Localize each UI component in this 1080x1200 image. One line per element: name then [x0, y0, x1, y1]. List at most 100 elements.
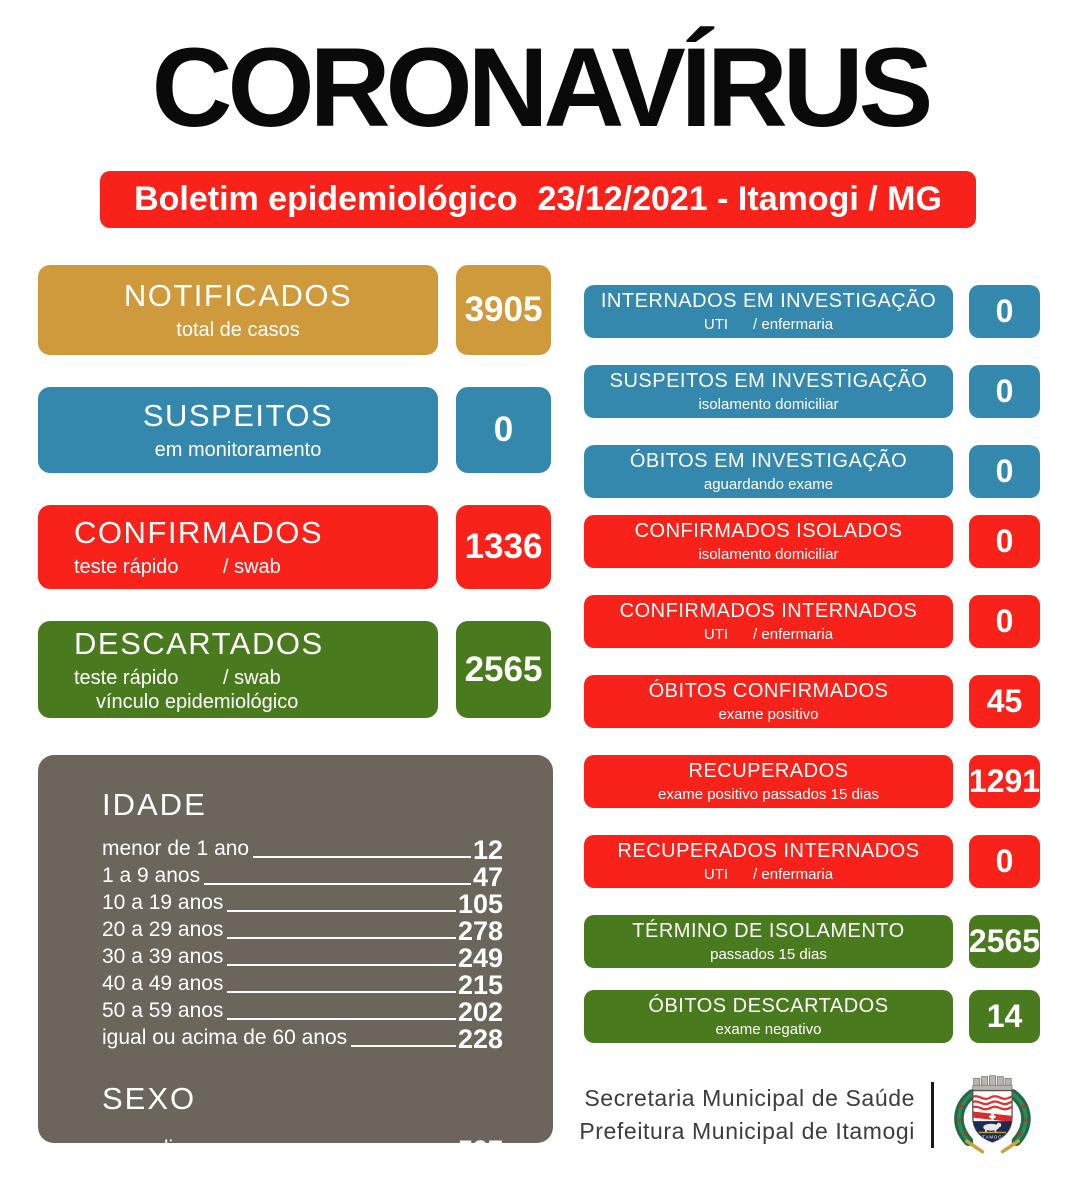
right-stats-column: INTERNADOS EM INVESTIGAÇÃO UTI / enferma… [584, 285, 1040, 1070]
sex-value: 739 [457, 1168, 503, 1198]
card-subtitle: passados 15 dias [710, 946, 827, 963]
value-notificados: 3905 [456, 265, 551, 355]
itamogi-coat-of-arms: ITAMOGI [954, 1075, 1031, 1154]
sexo-heading: SEXO [102, 1081, 197, 1116]
stat-row-recuperados-internados: RECUPERADOS INTERNADOS UTI / enfermaria … [584, 835, 1040, 888]
card-subtitle: UTI / enfermaria [703, 866, 834, 883]
card-title: SUSPEITOS [142, 398, 334, 433]
banner-date-location: 23/12/2021 - Itamogi / MG [537, 180, 942, 218]
card-subtitle: exame negativo [715, 1021, 822, 1038]
card-title: ÓBITOS DESCARTADOS [648, 995, 889, 1017]
leader-line [227, 910, 456, 912]
age-label: 20 a 29 anos [102, 918, 224, 941]
card-title: CONFIRMADOS INTERNADOS [619, 600, 918, 622]
value-recuperados: 1291 [969, 755, 1040, 808]
card-notificados: NOTIFICADOS total de casos [38, 265, 438, 355]
card-subtitle: UTI / enfermaria [703, 316, 834, 333]
footer: Secretaria Municipal de Saúde Prefeitura… [520, 1068, 1040, 1162]
leader-line [227, 991, 456, 993]
coat-of-arms-motto: ITAMOGI [980, 1135, 1004, 1140]
stat-row-obitos-confirmados: ÓBITOS CONFIRMADOS exame positivo 45 [584, 675, 1040, 728]
leader-line [185, 1189, 456, 1191]
stat-row-obitos-investigacao: ÓBITOS EM INVESTIGAÇÃO aguardando exame … [584, 445, 1040, 498]
value-obitos-em-investigacao: 0 [969, 445, 1040, 498]
page-title: CORONAVÍRUS [151, 25, 934, 150]
sex-row: feminino 739 [102, 1164, 503, 1197]
stat-row-suspeitos-investigacao: SUSPEITOS EM INVESTIGAÇÃO isolamento dom… [584, 365, 1040, 418]
age-value: 249 [457, 943, 503, 973]
card-descartados: DESCARTADOS teste rápido / swab vínculo … [38, 621, 438, 718]
age-row: 40 a 49 anos 215 [102, 972, 503, 999]
age-value: 105 [457, 889, 503, 919]
age-label: igual ou acima de 60 anos [102, 1026, 348, 1049]
stat-row-obitos-descartados: ÓBITOS DESCARTADOS exame negativo 14 [584, 990, 1040, 1043]
card-confirmados: CONFIRMADOS teste rápido / swab [38, 505, 438, 589]
age-label: 30 a 39 anos [102, 945, 224, 968]
card-subtitle: teste rápido / swab [74, 556, 281, 578]
card-suspeitos: SUSPEITOS em monitoramento [38, 387, 438, 473]
card-obitos-em-investigacao: ÓBITOS EM INVESTIGAÇÃO aguardando exame [584, 445, 953, 498]
card-subtitle: total de casos [176, 319, 300, 341]
age-row: menor de 1 ano 12 [102, 837, 503, 864]
stat-row-confirmados-isolados: CONFIRMADOS ISOLADOS isolamento domicili… [584, 515, 1040, 568]
footer-divider [931, 1082, 934, 1148]
stat-row-notificados: NOTIFICADOS total de casos 3905 [38, 265, 553, 355]
sex-row: masculino 597 [102, 1131, 503, 1164]
value-internados-em-investigacao: 0 [969, 285, 1040, 338]
card-subtitle: exame positivo [718, 706, 819, 723]
stat-row-confirmados-internados: CONFIRMADOS INTERNADOS UTI / enfermaria … [584, 595, 1040, 648]
age-row: igual ou acima de 60 anos 228 [102, 1026, 503, 1053]
value-recuperados-internados: 0 [969, 835, 1040, 888]
age-value: 215 [457, 970, 503, 1000]
stat-row-recuperados: RECUPERADOS exame positivo passados 15 d… [584, 755, 1040, 808]
age-label: 50 a 59 anos [102, 999, 224, 1022]
stat-row-internados-investigacao: INTERNADOS EM INVESTIGAÇÃO UTI / enferma… [584, 285, 1040, 338]
card-title: RECUPERADOS INTERNADOS [617, 840, 920, 862]
card-confirmados-internados: CONFIRMADOS INTERNADOS UTI / enfermaria [584, 595, 953, 648]
leader-line [204, 883, 471, 885]
card-title: RECUPERADOS [688, 760, 849, 782]
age-label: 40 a 49 anos [102, 972, 224, 995]
age-value: 202 [457, 997, 503, 1027]
value-obitos-confirmados: 45 [969, 675, 1040, 728]
leader-line [351, 1045, 456, 1047]
stat-row-suspeitos: SUSPEITOS em monitoramento 0 [38, 387, 553, 473]
card-subtitle: teste rápido / swab [74, 666, 281, 689]
card-title: SUSPEITOS EM INVESTIGAÇÃO [609, 370, 928, 392]
leader-line [227, 964, 456, 966]
card-subtitle: UTI / enfermaria [703, 626, 834, 643]
card-title: INTERNADOS EM INVESTIGAÇÃO [600, 290, 937, 312]
age-row: 20 a 29 anos 278 [102, 918, 503, 945]
footer-line-1: Secretaria Municipal de Saúde [584, 1084, 915, 1111]
value-confirmados-isolados: 0 [969, 515, 1040, 568]
age-row: 50 a 59 anos 202 [102, 999, 503, 1026]
age-label: menor de 1 ano [102, 837, 250, 860]
card-subtitle: isolamento domiciliar [698, 396, 839, 413]
age-value: 47 [472, 862, 503, 892]
card-subtitle: em monitoramento [154, 439, 322, 461]
card-obitos-descartados: ÓBITOS DESCARTADOS exame negativo [584, 990, 953, 1043]
leader-line [200, 1156, 456, 1158]
age-row: 30 a 39 anos 249 [102, 945, 503, 972]
idade-heading: IDADE [102, 787, 207, 822]
card-title: ÓBITOS EM INVESTIGAÇÃO [629, 450, 908, 472]
value-descartados: 2565 [456, 621, 551, 718]
leader-line [227, 1018, 456, 1020]
leader-line [227, 937, 456, 939]
card-title: DESCARTADOS [74, 625, 324, 661]
card-title: ÓBITOS CONFIRMADOS [648, 680, 889, 702]
card-subtitle: aguardando exame [703, 476, 834, 493]
card-recuperados-internados: RECUPERADOS INTERNADOS UTI / enfermaria [584, 835, 953, 888]
demographics-panel: IDADE menor de 1 ano 12 1 a 9 anos 47 10… [38, 755, 553, 1197]
card-title: CONFIRMADOS ISOLADOS [634, 520, 903, 542]
value-confirmados-internados: 0 [969, 595, 1040, 648]
stat-row-termino-isolamento: TÉRMINO DE ISOLAMENTO passados 15 dias 2… [584, 915, 1040, 968]
card-subtitle-2: vínculo epidemiológico [96, 690, 299, 713]
value-confirmados: 1336 [456, 505, 551, 589]
age-value: 12 [472, 835, 503, 865]
card-suspeitos-em-investigacao: SUSPEITOS EM INVESTIGAÇÃO isolamento dom… [584, 365, 953, 418]
banner: Boletim epidemiológico 23/12/2021 - Itam… [100, 171, 976, 228]
card-recuperados: RECUPERADOS exame positivo passados 15 d… [584, 755, 953, 808]
banner-subtitle: Boletim epidemiológico [134, 180, 518, 218]
footer-line-2: Prefeitura Municipal de Itamogi [579, 1118, 915, 1144]
